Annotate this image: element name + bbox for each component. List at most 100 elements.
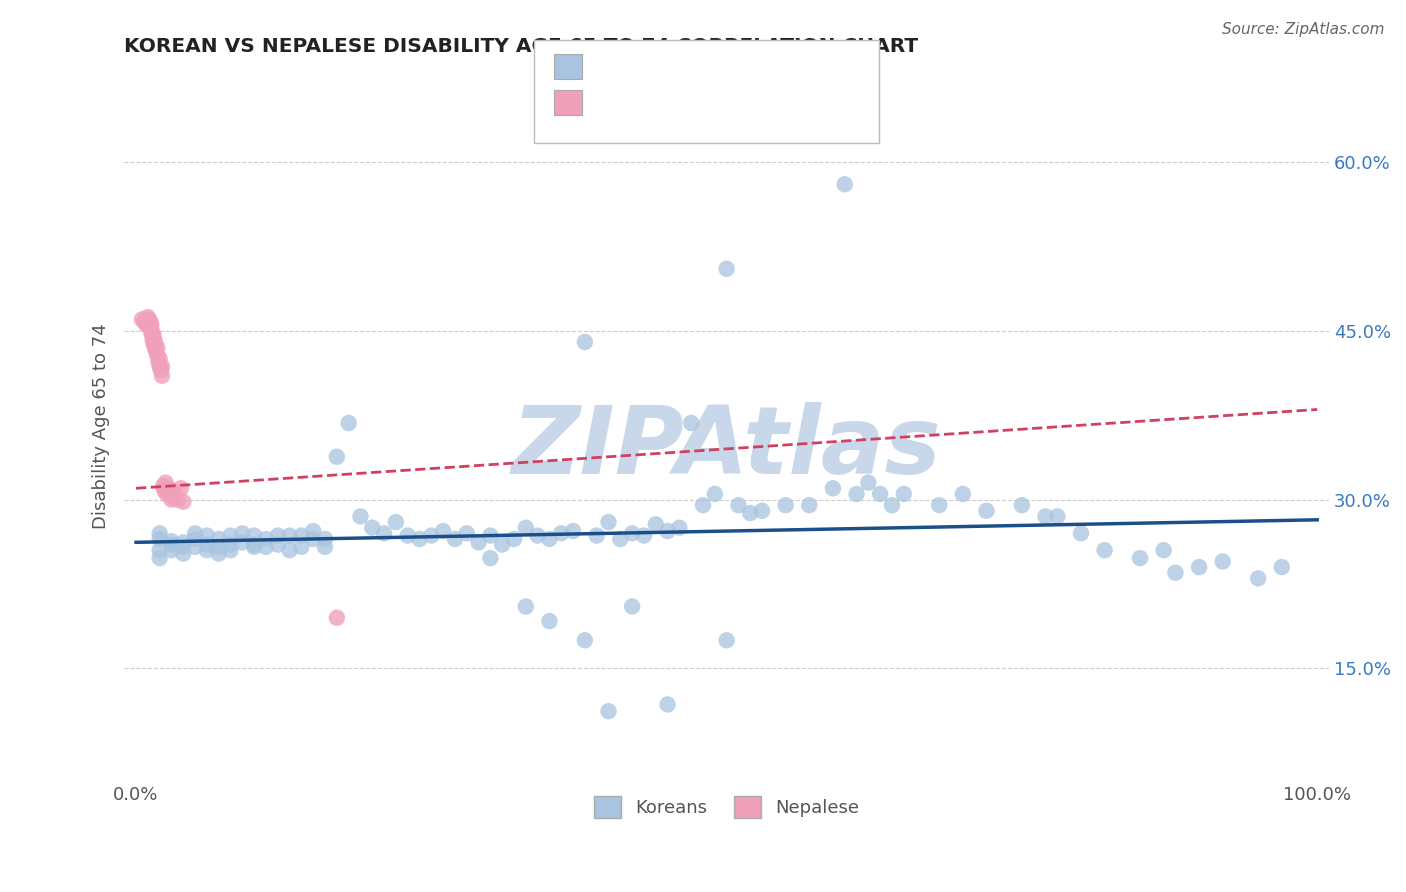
Point bbox=[349, 509, 371, 524]
Point bbox=[503, 532, 526, 546]
Point bbox=[163, 491, 186, 505]
Point bbox=[219, 528, 242, 542]
Point bbox=[302, 524, 325, 538]
Point bbox=[444, 532, 467, 546]
Point bbox=[254, 540, 277, 554]
Point bbox=[184, 532, 207, 546]
Point bbox=[149, 526, 172, 541]
Point bbox=[479, 528, 502, 542]
Point bbox=[142, 333, 165, 347]
Point bbox=[145, 343, 167, 358]
Point bbox=[153, 483, 176, 498]
Point bbox=[162, 483, 184, 498]
Point bbox=[172, 547, 194, 561]
Point bbox=[156, 487, 179, 501]
Point bbox=[562, 524, 585, 538]
Point bbox=[598, 704, 620, 718]
Point bbox=[574, 633, 596, 648]
Point bbox=[302, 532, 325, 546]
Point bbox=[141, 326, 163, 340]
Point bbox=[574, 334, 596, 349]
Point bbox=[208, 532, 231, 546]
Text: Source: ZipAtlas.com: Source: ZipAtlas.com bbox=[1222, 22, 1385, 37]
Text: R =  0.024   N =  40: R = 0.024 N = 40 bbox=[591, 91, 772, 109]
Point bbox=[254, 532, 277, 546]
Point bbox=[703, 487, 725, 501]
Point bbox=[1129, 551, 1152, 566]
Point bbox=[609, 532, 631, 546]
Point bbox=[156, 481, 179, 495]
Point bbox=[385, 515, 408, 529]
Point bbox=[432, 524, 454, 538]
Point bbox=[142, 326, 165, 340]
Point bbox=[1046, 509, 1069, 524]
Point bbox=[290, 528, 312, 542]
Point bbox=[148, 355, 170, 369]
Point bbox=[408, 532, 430, 546]
Point bbox=[716, 261, 738, 276]
Point bbox=[195, 528, 218, 542]
Point bbox=[195, 543, 218, 558]
Point bbox=[740, 506, 762, 520]
Point bbox=[1212, 554, 1234, 568]
Point bbox=[208, 540, 231, 554]
Point bbox=[657, 698, 679, 712]
Point bbox=[976, 504, 998, 518]
Point bbox=[515, 521, 537, 535]
Point bbox=[267, 538, 290, 552]
Point bbox=[278, 528, 301, 542]
Point bbox=[243, 538, 266, 552]
Point bbox=[515, 599, 537, 614]
Point bbox=[136, 318, 159, 332]
Point bbox=[681, 416, 703, 430]
Point bbox=[727, 498, 749, 512]
Legend: Koreans, Nepalese: Koreans, Nepalese bbox=[586, 789, 868, 825]
Point bbox=[326, 450, 349, 464]
Point bbox=[149, 363, 172, 377]
Point bbox=[834, 178, 856, 192]
Point bbox=[131, 312, 153, 326]
Point bbox=[195, 538, 218, 552]
Point bbox=[146, 348, 169, 362]
Point bbox=[135, 318, 157, 332]
Text: ZIPAtlas: ZIPAtlas bbox=[512, 401, 942, 493]
Point bbox=[160, 534, 183, 549]
Point bbox=[692, 498, 714, 512]
Point bbox=[155, 475, 177, 490]
Point bbox=[775, 498, 797, 512]
Point bbox=[373, 526, 395, 541]
Point bbox=[716, 633, 738, 648]
Point bbox=[880, 498, 903, 512]
Point bbox=[538, 614, 561, 628]
Point bbox=[184, 540, 207, 554]
Point bbox=[219, 543, 242, 558]
Point bbox=[456, 526, 478, 541]
Point bbox=[243, 528, 266, 542]
Point bbox=[1247, 571, 1270, 585]
Point bbox=[644, 517, 666, 532]
Point bbox=[172, 495, 194, 509]
Point bbox=[598, 515, 620, 529]
Point bbox=[633, 528, 655, 542]
Point bbox=[138, 312, 160, 326]
Point bbox=[149, 351, 172, 366]
Point bbox=[491, 538, 513, 552]
Point bbox=[160, 492, 183, 507]
Point bbox=[231, 526, 253, 541]
Point bbox=[290, 540, 312, 554]
Point bbox=[657, 524, 679, 538]
Point bbox=[467, 535, 489, 549]
Point bbox=[149, 532, 172, 546]
Point bbox=[159, 487, 181, 501]
Point bbox=[1271, 560, 1294, 574]
Point bbox=[219, 538, 242, 552]
Point bbox=[142, 337, 165, 351]
Point bbox=[267, 528, 290, 542]
Point bbox=[869, 487, 891, 501]
Point bbox=[858, 475, 880, 490]
Point bbox=[420, 528, 443, 542]
Point bbox=[136, 310, 159, 325]
Point bbox=[278, 543, 301, 558]
Point bbox=[184, 526, 207, 541]
Point bbox=[208, 547, 231, 561]
